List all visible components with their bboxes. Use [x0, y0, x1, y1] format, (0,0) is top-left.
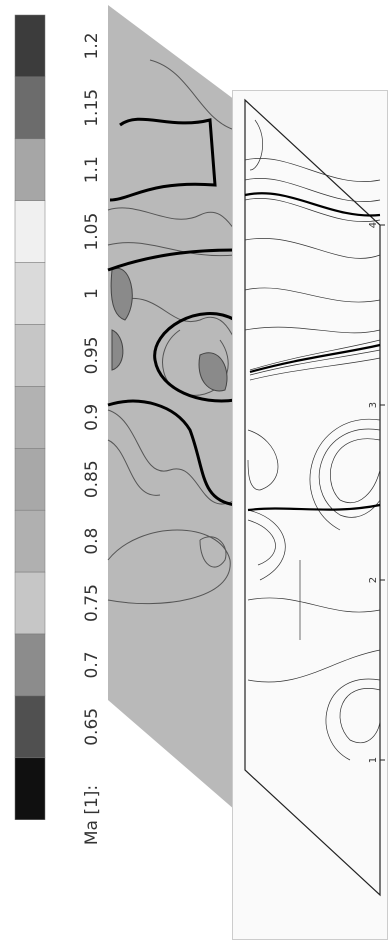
colorbar-tick-label: 0.75 — [82, 584, 102, 622]
axis-label: 4 — [368, 222, 379, 228]
color-swatch — [15, 77, 45, 139]
color-swatch — [15, 325, 45, 387]
color-swatch — [15, 696, 45, 758]
colorbar-tick-label: 0.85 — [82, 460, 102, 498]
colorbar-tick-label: 1.2 — [82, 32, 102, 59]
color-swatch — [15, 510, 45, 572]
color-swatch — [15, 758, 45, 820]
color-swatch — [15, 572, 45, 634]
color-swatch — [15, 139, 45, 201]
color-swatch — [15, 15, 45, 77]
axis-label: 3 — [368, 402, 379, 408]
axis-label: 2 — [368, 577, 379, 583]
colorbar-tick-label: 1.15 — [82, 89, 102, 127]
left-contour-plot — [108, 5, 235, 810]
color-swatch — [15, 201, 45, 263]
colorbar-tick-label: 0.7 — [82, 651, 102, 678]
right-contour-plot: 4 3 2 1 — [233, 91, 388, 940]
colorbar-title: Ma [1]: — [82, 785, 102, 845]
colorbar-tick-label: 0.95 — [82, 337, 102, 375]
colorbar-tick-label: 1.1 — [82, 156, 102, 183]
color-swatch — [15, 386, 45, 448]
colorbar-tick-label: 0.65 — [82, 708, 102, 746]
color-swatch — [15, 634, 45, 696]
plot-frame — [233, 91, 388, 940]
figure: 1.2 1.15 1.1 1.05 1 0.95 0.9 0.85 0.8 0.75 0.7 0.65… — [0, 0, 388, 940]
plot-domain — [108, 5, 235, 810]
color-swatch — [15, 448, 45, 510]
colorbar-tick-label: 1.05 — [82, 213, 102, 251]
colorbar-tick-label: 1 — [82, 288, 102, 299]
page: {"colorbar": {"label": "Ma [1]:", "ticks… — [0, 0, 388, 940]
axis-label: 1 — [368, 757, 379, 763]
color-swatch — [15, 263, 45, 325]
colorbar-tick-label: 0.8 — [82, 528, 102, 555]
colorbar-tick-label: 0.9 — [82, 404, 102, 431]
colorbar: 1.2 1.15 1.1 1.05 1 0.95 0.9 0.85 0.8 0.75 0.7 0.65 — [15, 15, 102, 820]
